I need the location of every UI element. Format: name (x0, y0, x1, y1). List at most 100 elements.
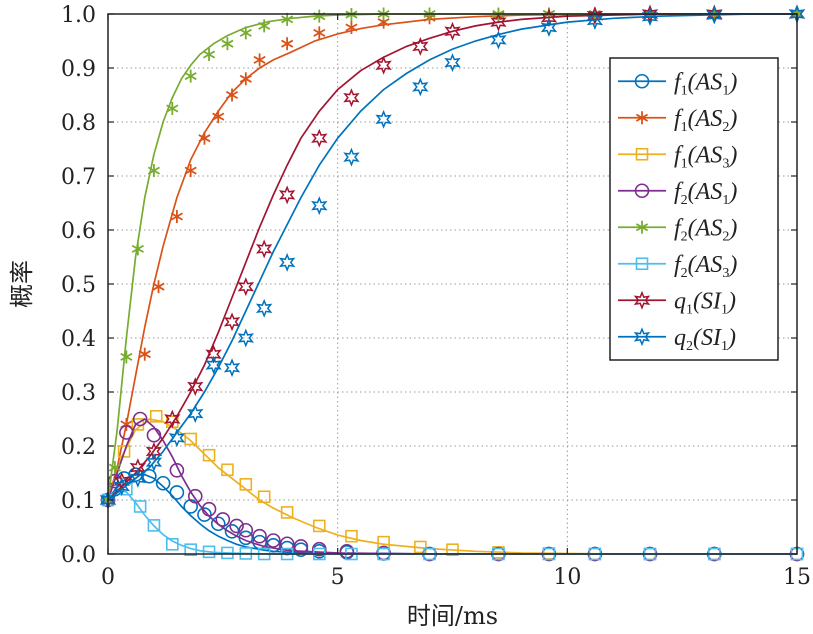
data-point (113, 477, 130, 496)
legend-label: f2(AS2) (674, 215, 737, 244)
data-point (202, 448, 216, 462)
legend-marker (635, 257, 649, 271)
data-point (253, 53, 266, 67)
y-axis-title: 概率 (8, 260, 36, 308)
data-point (138, 347, 151, 361)
data-point (187, 404, 204, 424)
data-point (133, 500, 147, 513)
y-tick-label: 0.5 (61, 273, 96, 298)
y-tick-label: 0.3 (61, 381, 96, 406)
data-point (202, 545, 216, 559)
data-point (414, 540, 427, 554)
data-point (343, 88, 360, 108)
data-point (252, 528, 267, 544)
data-point (184, 164, 197, 178)
data-point (131, 242, 144, 256)
data-point (279, 536, 295, 552)
data-point (168, 428, 186, 448)
data-point (201, 501, 217, 517)
legend-item: f2(AS1) (618, 179, 737, 208)
data-point (278, 185, 296, 205)
y-tick-label: 0.2 (61, 435, 96, 460)
data-point (147, 164, 161, 178)
data-point (339, 543, 355, 559)
series-line (107, 13, 797, 501)
y-tick-label: 0.9 (61, 57, 96, 82)
legend-label: f2(AS1) (674, 179, 737, 208)
legend-label: f1(AS2) (674, 106, 737, 135)
data-point (147, 519, 161, 532)
data-point (221, 463, 234, 477)
y-tick-label: 0.7 (61, 165, 96, 190)
series-line (107, 417, 797, 555)
data-point (129, 468, 147, 488)
data-point (170, 210, 183, 223)
data-point (132, 411, 148, 427)
data-point (377, 535, 390, 549)
data-point (343, 147, 360, 167)
legend-item: f1(AS3) (618, 142, 737, 171)
data-point (540, 18, 558, 37)
data-point (164, 409, 181, 429)
data-point (202, 48, 216, 61)
data-point (266, 538, 281, 553)
legend-box (609, 57, 779, 361)
data-point (258, 19, 271, 33)
data-point (280, 506, 294, 519)
data-point (145, 441, 163, 461)
legend-marker (634, 183, 650, 199)
data-point (586, 11, 604, 30)
data-point (313, 26, 326, 40)
legend-label: q2(SI1) (674, 325, 736, 354)
data-point (184, 69, 197, 83)
data-point (490, 12, 507, 32)
data-point (444, 21, 461, 41)
data-point (444, 53, 461, 73)
data-point (149, 409, 163, 423)
data-point (239, 478, 253, 491)
data-point (237, 277, 255, 297)
data-point (120, 417, 133, 431)
data-point (205, 355, 222, 375)
data-point (169, 462, 185, 478)
y-tick-label: 1.0 (61, 3, 96, 28)
x-tick-label: 0 (101, 565, 115, 590)
data-point (312, 519, 326, 533)
data-point (210, 516, 226, 532)
legend: f1(AS1) f1(AS2) f1(AS3) f2(AS1) f2(AS2) f2(AS… (609, 57, 779, 361)
data-point (146, 427, 162, 443)
legend-item: q2(SI1) (618, 325, 736, 354)
data-point (641, 7, 659, 27)
data-point (345, 21, 358, 34)
x-tick-label: 5 (331, 565, 345, 590)
data-point (238, 522, 254, 538)
data-point (237, 328, 255, 348)
data-point (152, 280, 165, 294)
data-point (257, 490, 271, 504)
data-point (255, 239, 273, 259)
legend-marker (633, 290, 651, 310)
data-point (641, 4, 659, 24)
legend-marker (635, 111, 649, 125)
series-2 (101, 409, 804, 561)
data-point (229, 518, 244, 534)
legend-marker (634, 73, 650, 89)
data-point (184, 432, 197, 446)
data-point (155, 475, 171, 491)
data-point (706, 5, 723, 25)
data-point (375, 55, 392, 75)
data-point (490, 30, 507, 50)
y-tick-label: 0.0 (61, 543, 96, 568)
legend-marker (633, 327, 651, 347)
ticks: 0 5 10 15 0.0 0.1 0.2 0.3 0.4 0.5 0.6 0.7 0.8 0.9 1.0 (61, 3, 811, 590)
data-point (345, 529, 358, 543)
data-point (239, 26, 252, 40)
data-point (281, 37, 294, 51)
data-point (225, 88, 239, 102)
data-point (119, 425, 134, 440)
data-point (205, 344, 222, 364)
legend-marker (635, 147, 649, 161)
data-point (187, 377, 204, 397)
data-point (108, 461, 121, 475)
series-3 (100, 411, 805, 562)
